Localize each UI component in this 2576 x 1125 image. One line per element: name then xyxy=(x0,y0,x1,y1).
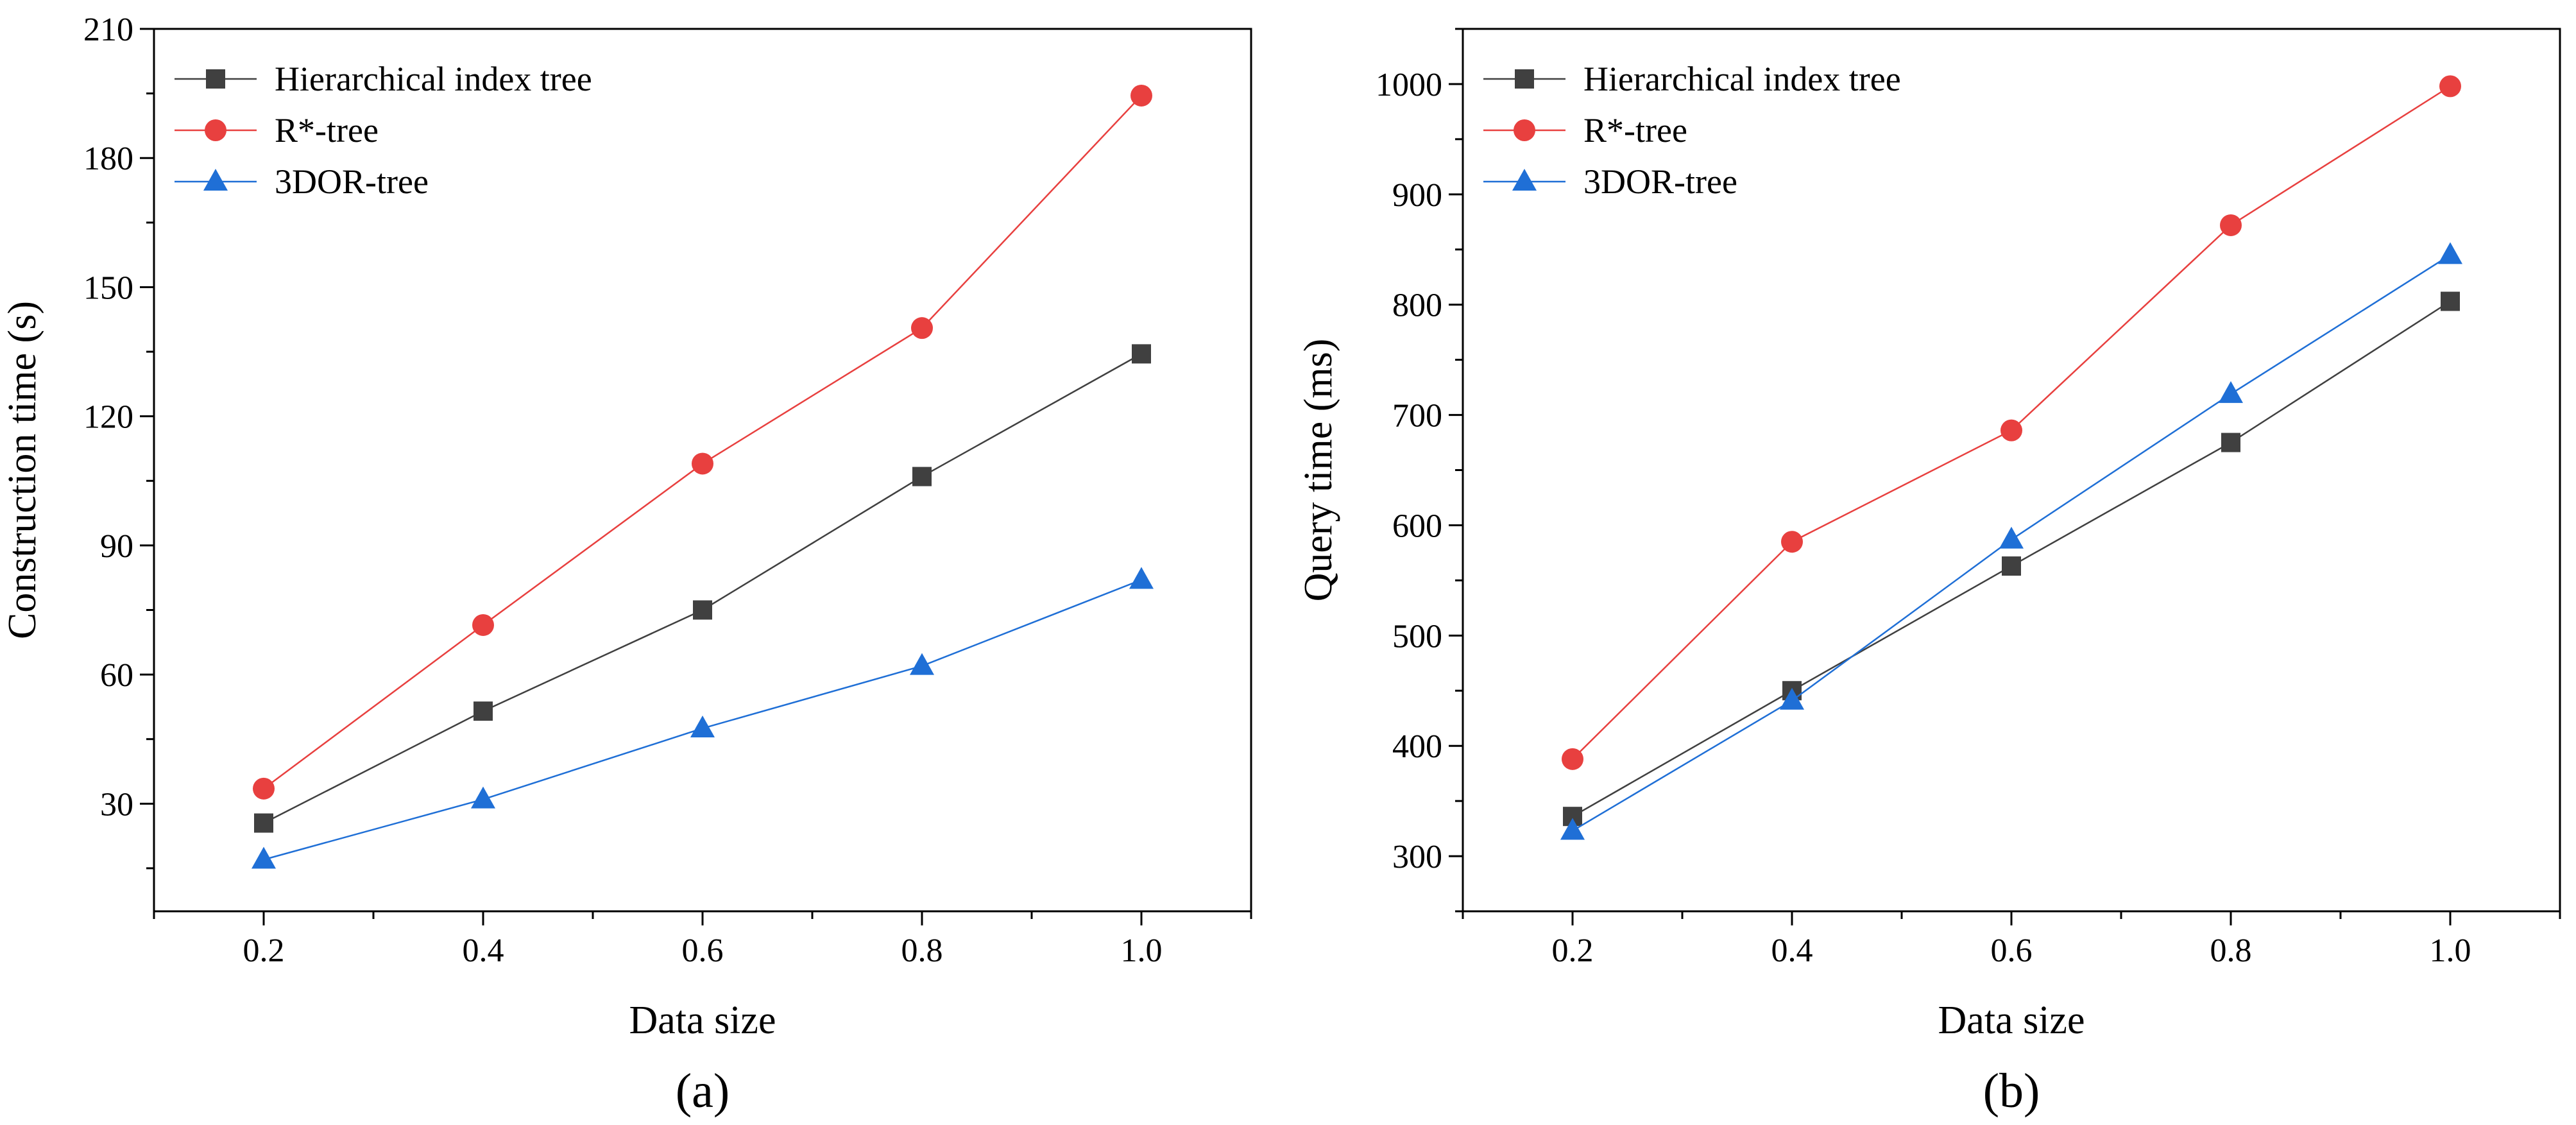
legend-marker xyxy=(206,69,225,89)
data-point xyxy=(2220,214,2242,236)
data-point xyxy=(1560,818,1585,840)
data-point xyxy=(2439,75,2461,98)
y-tick-label: 500 xyxy=(1392,618,1442,655)
data-point xyxy=(253,777,275,800)
legend-label: Hierarchical index tree xyxy=(275,60,592,98)
x-tick-label: 0.2 xyxy=(1552,932,1594,969)
y-axis-label: Query time (ms) xyxy=(1297,339,1340,602)
y-tick-label: 600 xyxy=(1392,508,1442,544)
legend: Hierarchical index tree R*-tree 3DOR-tree xyxy=(175,60,592,201)
panel-caption: (b) xyxy=(1983,1064,2040,1118)
data-point xyxy=(2219,381,2243,403)
data-point xyxy=(471,786,495,809)
y-tick-label: 900 xyxy=(1392,177,1442,214)
y-tick-label: 1000 xyxy=(1376,67,1442,103)
data-point xyxy=(693,600,712,620)
series-r-tree xyxy=(253,84,1152,800)
y-tick-label: 300 xyxy=(1392,839,1442,875)
data-point xyxy=(2000,419,2022,442)
y-tick-label: 60 xyxy=(100,657,133,694)
panel-caption: (a) xyxy=(676,1064,729,1118)
y-tick-label: 210 xyxy=(83,12,133,48)
y-tick-label: 800 xyxy=(1392,288,1442,324)
data-point xyxy=(2221,433,2240,452)
legend-marker xyxy=(1515,69,1534,89)
data-point xyxy=(2438,242,2462,264)
legend-label: 3DOR-tree xyxy=(1583,162,1737,201)
x-axis-label: Data size xyxy=(1938,999,2085,1042)
data-point xyxy=(1781,531,1803,553)
series-hierarchical-index-tree xyxy=(254,344,1151,833)
x-tick-label: 0.8 xyxy=(901,932,943,969)
series-r-tree xyxy=(1562,75,2461,770)
data-point xyxy=(910,653,934,675)
legend-marker xyxy=(203,169,228,191)
x-tick-label: 0.4 xyxy=(1771,932,1813,969)
data-point xyxy=(692,452,713,475)
x-tick-label: 1.0 xyxy=(2430,932,2471,969)
legend-marker xyxy=(1514,119,1535,141)
y-axis-label: Construction time (s) xyxy=(1,301,44,639)
y-tick-label: 30 xyxy=(100,786,133,823)
data-point xyxy=(912,467,932,486)
legend-marker xyxy=(1512,169,1537,191)
data-point xyxy=(254,813,273,833)
legend-label: Hierarchical index tree xyxy=(1583,60,1901,98)
x-tick-label: 0.6 xyxy=(1991,932,2033,969)
x-tick-label: 0.6 xyxy=(682,932,724,969)
y-tick-label: 180 xyxy=(83,141,133,177)
data-point xyxy=(473,701,493,721)
data-point xyxy=(472,614,494,636)
data-point xyxy=(2002,556,2021,576)
data-point xyxy=(1129,567,1154,589)
x-axis-label: Data size xyxy=(629,999,776,1042)
data-point xyxy=(252,846,276,869)
x-tick-label: 0.4 xyxy=(463,932,504,969)
data-point xyxy=(1999,526,2024,549)
data-point xyxy=(1130,84,1152,107)
y-tick-label: 90 xyxy=(100,528,133,565)
y-tick-label: 150 xyxy=(83,270,133,306)
legend-label: 3DOR-tree xyxy=(275,162,429,201)
series-line xyxy=(263,353,1142,824)
y-tick-label: 400 xyxy=(1392,728,1442,765)
x-tick-label: 0.8 xyxy=(2210,932,2252,969)
x-tick-label: 0.2 xyxy=(243,932,285,969)
y-tick-label: 120 xyxy=(83,399,133,436)
chart-panel-a: 0.2 0.4 0.6 0.8 1.0 30 60 90 120 150 180 210 Data si… xyxy=(1,12,1252,1118)
legend: Hierarchical index tree R*-tree 3DOR-tree xyxy=(1483,60,1901,201)
data-point xyxy=(690,715,715,737)
series-hierarchical-index-tree xyxy=(1563,291,2460,827)
series-3dor-tree xyxy=(1560,242,2462,840)
y-tick-label: 700 xyxy=(1392,398,1442,434)
data-point xyxy=(1132,344,1151,364)
data-point xyxy=(1780,687,1804,710)
series-3dor-tree xyxy=(252,567,1154,869)
data-point xyxy=(911,317,933,339)
legend-label: R*-tree xyxy=(1583,111,1687,150)
data-point xyxy=(1562,748,1583,770)
plot-frame xyxy=(1462,28,2561,913)
legend-label: R*-tree xyxy=(275,111,379,150)
data-point xyxy=(2441,291,2460,311)
x-tick-label: 1.0 xyxy=(1121,932,1163,969)
chart-panel-b: 0.2 0.4 0.6 0.8 1.0 300 400 500 600 700 800 900 1000… xyxy=(1297,28,2561,1118)
legend-marker xyxy=(205,119,226,141)
